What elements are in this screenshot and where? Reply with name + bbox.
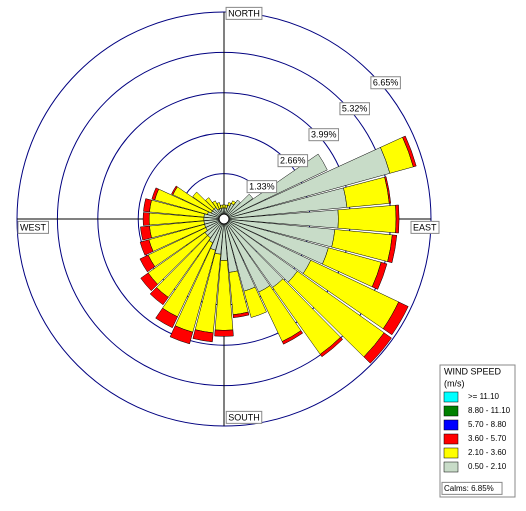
ring-label-box — [246, 180, 278, 194]
ring-label: 1.33% — [249, 182, 275, 192]
legend-label: >= 11.10 — [468, 392, 500, 401]
legend-label: 8.80 - 11.10 — [468, 406, 511, 415]
legend-label: 5.70 - 8.80 — [468, 420, 507, 429]
wedge-segment — [155, 307, 178, 329]
wedge-segment — [319, 336, 344, 358]
wedge-segment — [384, 176, 392, 204]
wedge-segment — [232, 311, 250, 318]
wedge-segment — [222, 204, 226, 209]
ring-label: 2.66% — [280, 156, 306, 166]
legend-swatch — [443, 447, 459, 459]
compass-label: SOUTH — [228, 412, 260, 422]
wedge-segment — [171, 185, 178, 196]
legend-swatch — [443, 433, 459, 445]
compass-label: WEST — [20, 222, 47, 232]
ring-label-box — [308, 128, 340, 142]
legend-swatch — [443, 405, 459, 417]
ring-label-box — [339, 102, 370, 116]
wedge-segment — [140, 225, 152, 241]
wedge-segment — [205, 197, 217, 210]
legend-label: 2.10 - 3.60 — [468, 448, 507, 457]
wedge-segment — [192, 191, 215, 212]
wedge-segment — [337, 204, 397, 234]
compass-label-box — [225, 6, 263, 20]
wedge-segment — [149, 287, 169, 306]
wedge-segment — [220, 204, 224, 209]
calms-label: Calms: 6.85% — [444, 484, 494, 493]
wedge-segment — [214, 329, 234, 337]
legend-label: 0.50 - 2.10 — [468, 462, 507, 471]
calm-circle — [218, 213, 230, 225]
wedge-segment — [143, 198, 152, 213]
wedge-segment — [151, 187, 160, 201]
compass-label-box — [17, 220, 50, 234]
wedge-segment — [192, 329, 214, 343]
compass-label-box — [410, 220, 440, 234]
wedge-segment — [387, 234, 398, 264]
wedge-segment — [212, 200, 220, 211]
ring-label: 5.32% — [342, 104, 368, 114]
legend-swatch — [443, 419, 459, 431]
legend-label: 3.60 - 5.70 — [468, 434, 507, 443]
legend-box — [439, 364, 516, 498]
wedge-segment — [402, 135, 417, 168]
compass-label: NORTH — [228, 8, 260, 18]
compass-label: EAST — [413, 222, 437, 232]
wedge-segment — [281, 330, 304, 345]
wedge-segment — [243, 286, 267, 318]
wedge-segment — [216, 202, 222, 210]
compass-label-box — [225, 410, 263, 424]
legend-swatch — [443, 461, 459, 473]
calms-label-box — [441, 481, 503, 495]
wedge-segment — [142, 212, 150, 226]
wedge-segment — [382, 301, 409, 336]
ring-label: 6.65% — [373, 78, 399, 88]
wedge-segment — [139, 239, 154, 256]
ring-label: 3.99% — [311, 130, 337, 140]
ring-label-box — [277, 154, 309, 168]
wedge-segment — [231, 200, 236, 206]
legend-units: (m/s) — [444, 378, 465, 388]
wedge-segment — [363, 332, 392, 364]
wedge-segment — [395, 204, 400, 234]
legend-swatch — [443, 391, 459, 403]
ring-label-box — [370, 76, 401, 90]
wedge-segment — [140, 272, 159, 292]
wedge-segment — [371, 261, 388, 290]
wedge-segment — [169, 325, 194, 345]
legend-title: WIND SPEED — [444, 366, 502, 376]
wedge-segment — [139, 254, 156, 273]
